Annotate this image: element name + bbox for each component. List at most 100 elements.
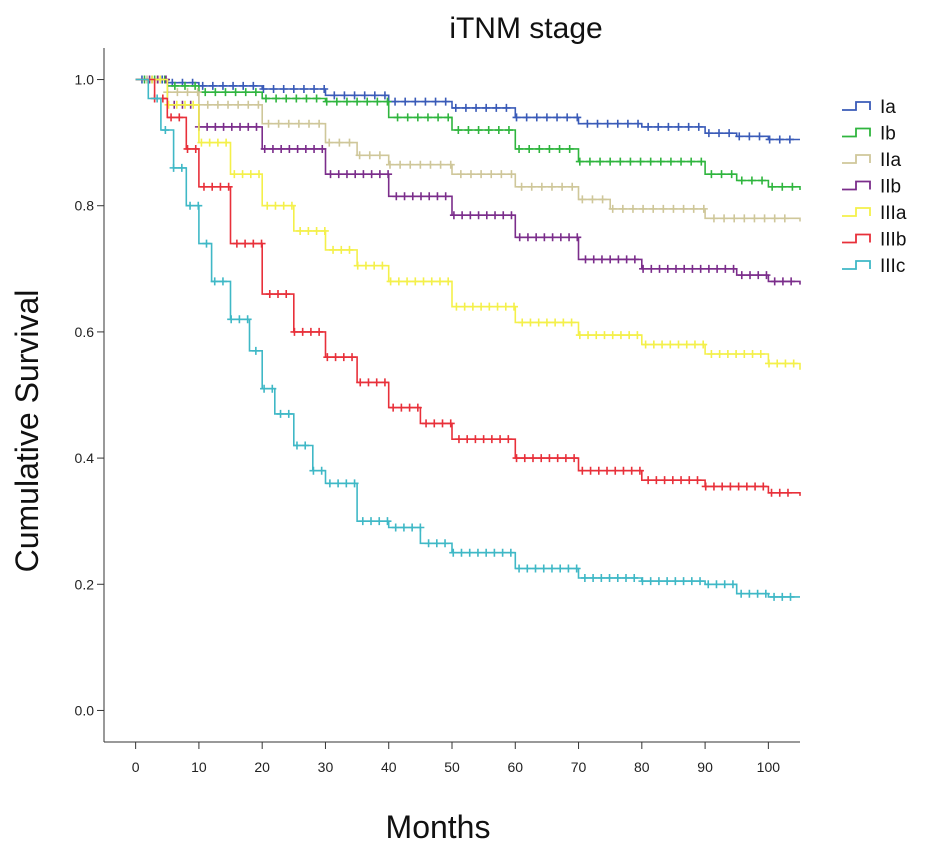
censor-mark	[360, 91, 369, 100]
censor-mark	[786, 592, 795, 601]
censor-mark	[565, 144, 574, 153]
censor-mark	[477, 170, 486, 179]
censor-mark	[370, 91, 379, 100]
censor-mark	[224, 100, 233, 109]
censor-mark	[276, 409, 285, 418]
censor-mark	[563, 113, 572, 122]
censor-mark	[474, 211, 483, 220]
censor-mark	[364, 378, 373, 387]
censor-mark	[213, 138, 222, 147]
censor-mark	[419, 277, 428, 286]
censor-mark	[285, 144, 294, 153]
censor-mark	[578, 466, 587, 475]
censor-mark	[434, 113, 443, 122]
censor-mark	[293, 144, 302, 153]
censor-mark	[375, 517, 384, 526]
censor-mark	[704, 264, 713, 273]
censor-mark	[177, 163, 186, 172]
censor-mark	[260, 384, 269, 393]
censor-mark	[553, 113, 562, 122]
censor-mark	[385, 160, 394, 169]
censor-mark	[454, 126, 463, 135]
y-tick-label: 0.6	[75, 324, 95, 340]
censor-mark	[446, 419, 455, 428]
censor-mark	[659, 204, 668, 213]
censor-mark	[687, 157, 696, 166]
censor-mark	[518, 318, 527, 327]
censor-mark	[257, 239, 266, 248]
censor-mark	[593, 119, 602, 128]
censor-mark	[507, 170, 516, 179]
censor-mark	[441, 192, 450, 201]
censor-mark	[773, 359, 782, 368]
censor-mark	[721, 264, 730, 273]
censor-mark	[405, 403, 414, 412]
censor-mark	[532, 233, 541, 242]
censor-mark	[520, 454, 529, 463]
censor-mark	[315, 327, 324, 336]
censor-mark	[583, 119, 592, 128]
censor-mark	[302, 94, 311, 103]
censor-mark	[309, 466, 318, 475]
censor-mark	[723, 349, 732, 358]
censor-mark	[264, 119, 273, 128]
censor-mark	[315, 119, 324, 128]
censor-mark	[173, 88, 182, 97]
censor-mark	[689, 204, 698, 213]
censor-mark	[709, 214, 718, 223]
censor-mark	[391, 97, 400, 106]
censor-mark	[647, 264, 656, 273]
censor-mark	[734, 482, 743, 491]
legend-label-IIIb: IIIb	[880, 230, 906, 251]
plot-area: 0.0 0.2 0.4 0.6 0.8 1.0 0 10 20 30 40 50 60 70 80 90 100	[75, 48, 801, 775]
censor-mark	[775, 135, 784, 144]
censor-mark	[301, 441, 310, 450]
censor-mark	[229, 81, 238, 90]
censor-mark	[477, 302, 486, 311]
censor-mark	[687, 577, 696, 586]
censor-marks-IIIc	[153, 94, 795, 601]
censor-mark	[471, 435, 480, 444]
censor-mark	[498, 548, 507, 557]
censor-mark	[221, 88, 230, 97]
censor-mark	[431, 97, 440, 106]
censor-mark	[197, 138, 206, 147]
censor-mark	[454, 435, 463, 444]
censor-mark	[627, 466, 636, 475]
censor-mark	[282, 290, 291, 299]
censor-mark	[170, 81, 179, 90]
censor-mark	[598, 195, 607, 204]
censor-mark	[641, 340, 650, 349]
censor-mark	[679, 204, 688, 213]
censor-mark	[755, 132, 764, 141]
censor-mark	[630, 573, 639, 582]
censor-mark	[274, 290, 282, 299]
censor-mark	[585, 157, 594, 166]
censor-mark	[606, 255, 615, 264]
censor-mark	[416, 523, 425, 532]
censor-mark	[694, 122, 703, 131]
censor-mark	[408, 523, 417, 532]
chart-title: iTNM stage	[449, 12, 602, 45]
censor-mark	[389, 403, 398, 412]
censor-mark	[613, 119, 622, 128]
censor-mark	[211, 88, 220, 97]
censor-mark	[559, 318, 568, 327]
censor-mark	[690, 340, 699, 349]
censor-mark	[580, 573, 589, 582]
censor-mark	[656, 157, 665, 166]
censor-mark	[255, 170, 264, 179]
censor-mark	[244, 100, 253, 109]
censor-mark	[350, 91, 359, 100]
legend-swatch-IIa	[842, 154, 871, 164]
censor-mark	[358, 517, 367, 526]
censor-mark	[680, 264, 689, 273]
censor-mark	[674, 122, 683, 131]
censor-mark	[677, 157, 686, 166]
censor-mark	[484, 126, 493, 135]
censor-mark	[268, 144, 277, 153]
censor-mark	[436, 160, 445, 169]
censor-mark	[671, 577, 680, 586]
censor-mark	[334, 170, 343, 179]
